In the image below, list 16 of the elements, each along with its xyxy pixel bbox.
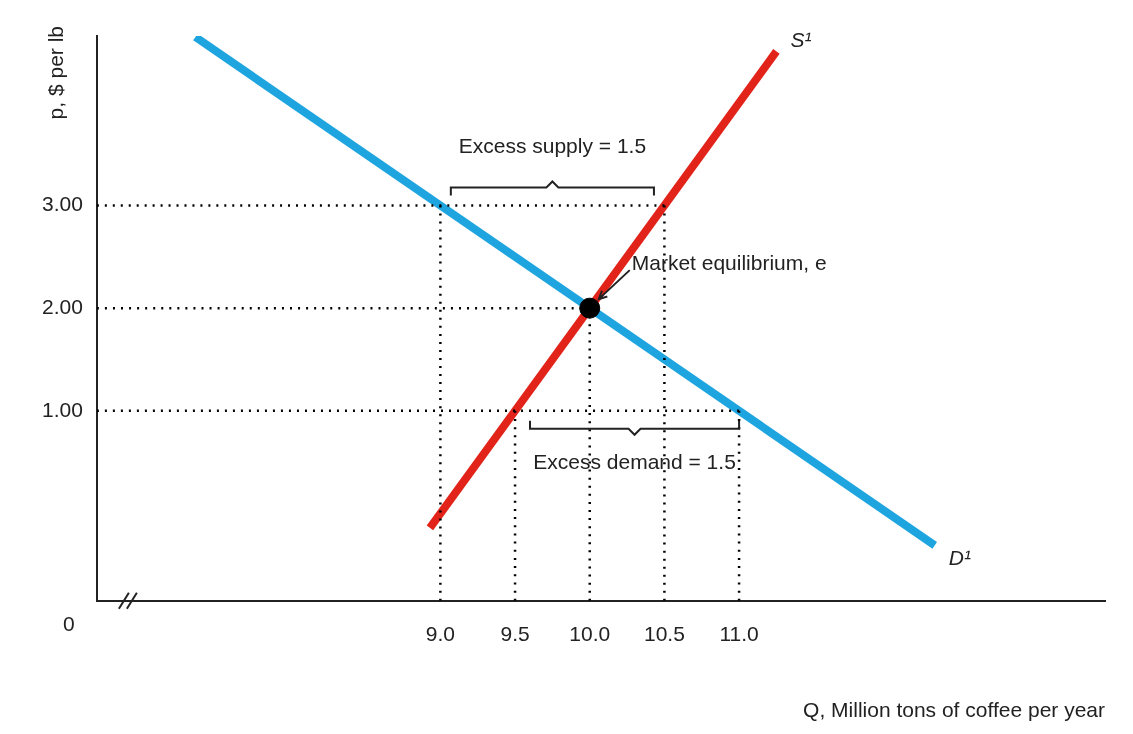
x-tick-label: 9.5	[500, 622, 530, 646]
annotation: Excess supply = 1.5	[458, 134, 647, 158]
annotation: Market equilibrium, e	[631, 250, 827, 274]
y-axis-title: p, $ per lb	[43, 26, 67, 120]
y-tick-label: 1.00	[42, 397, 83, 421]
y-tick-label: 2.00	[42, 294, 83, 318]
x-tick-label: 10.0	[569, 622, 611, 646]
y-tick-label: 3.00	[42, 192, 83, 216]
x-axis-title: Q, Million tons of coffee per year	[803, 698, 1105, 722]
x-tick-label: 9.0	[425, 622, 455, 646]
x-tick-label: 10.5	[643, 622, 685, 646]
series-label: D¹	[948, 546, 971, 570]
annotation: Excess demand = 1.5	[533, 449, 736, 473]
x-tick-label: 11.0	[719, 622, 759, 646]
text: 0	[63, 612, 75, 636]
series-label: S¹	[790, 28, 812, 52]
